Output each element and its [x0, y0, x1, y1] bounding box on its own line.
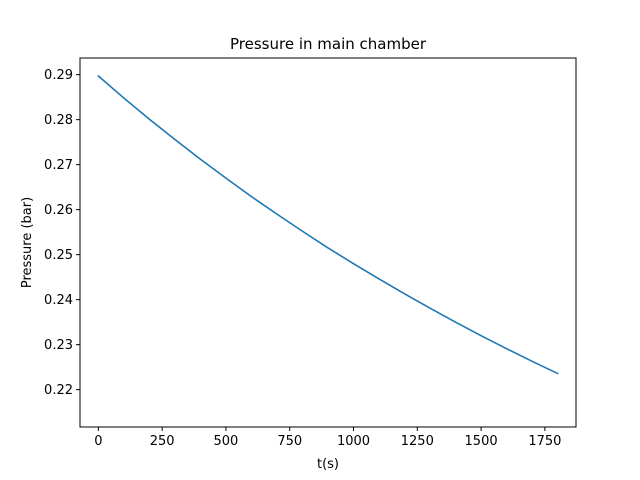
x-tick-label: 1250 — [401, 434, 434, 449]
y-tick-label: 0.27 — [44, 158, 73, 173]
series-layer — [97, 74, 559, 375]
x-axis-title: t(s) — [317, 457, 339, 472]
y-tick-label: 0.23 — [44, 338, 73, 353]
y-tick-label: 0.24 — [44, 293, 73, 308]
series-line — [97, 74, 559, 375]
x-tick-label: 750 — [277, 434, 302, 449]
x-tick-label: 0 — [94, 434, 102, 449]
y-tick-label: 0.22 — [44, 383, 73, 398]
y-tick-label: 0.29 — [44, 68, 73, 83]
y-axis-ticks: 0.22 0.23 0.24 0.25 0.26 0.27 0.28 0.29 — [44, 68, 80, 398]
y-tick-label: 0.28 — [44, 113, 73, 128]
x-tick-label: 1500 — [465, 434, 498, 449]
plot-frame — [79, 57, 577, 428]
x-tick-label: 1000 — [337, 434, 370, 449]
y-axis-title: Pressure (bar) — [20, 197, 35, 288]
x-tick-label: 250 — [150, 434, 175, 449]
x-tick-label: 1750 — [528, 434, 561, 449]
x-tick-label: 500 — [214, 434, 239, 449]
x-axis-ticks: 0 250 500 750 1000 1250 1500 1750 — [94, 427, 561, 449]
plot-area — [80, 58, 576, 427]
chart-title: Pressure in main chamber — [230, 35, 427, 53]
y-tick-label: 0.26 — [44, 203, 73, 218]
y-tick-label: 0.25 — [44, 248, 73, 263]
